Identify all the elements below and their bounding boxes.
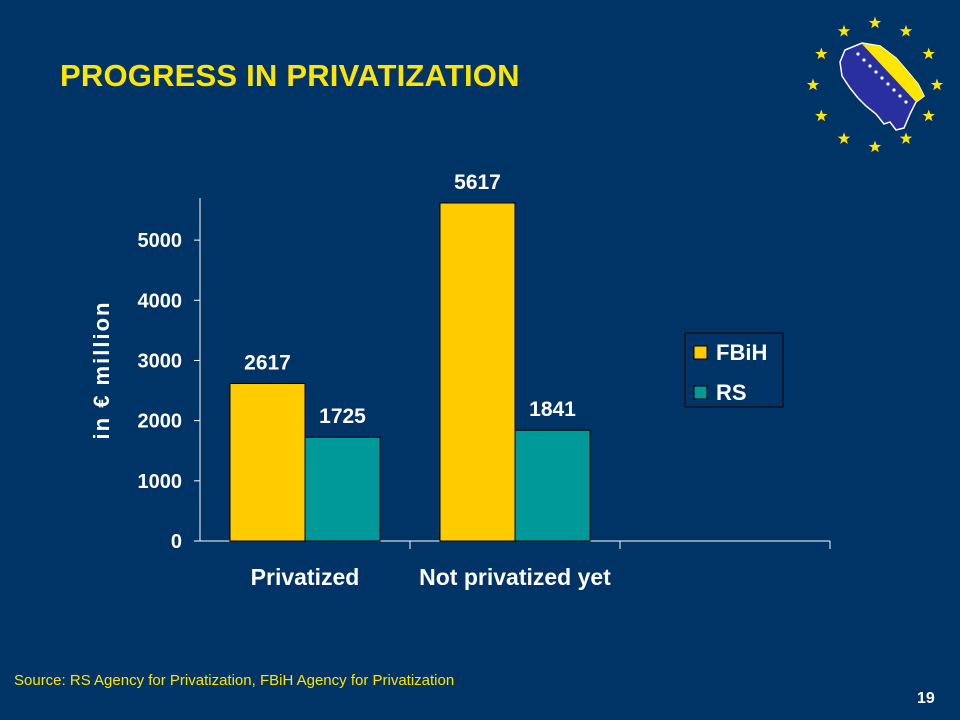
eu-star-icon [868,140,882,153]
eu-star-icon [806,78,820,91]
bar-value-label: 1841 [529,398,576,421]
y-tick-label: 3000 [138,350,183,372]
bosnia-flag-triangle [862,44,924,102]
eu-star-icon [868,16,882,29]
chart-labels: 2617 1725 Privatized 5617 1841 Not privatized… [244,171,611,590]
bar-rs [514,429,591,542]
eu-star-icon [815,109,828,122]
y-tick-label: 5000 [138,230,183,252]
legend-box [684,332,784,408]
page-number: 19 [917,690,935,707]
y-axis-title: in € million [89,301,114,440]
eu-stars-ring [806,16,944,153]
eu-star-icon [922,109,935,122]
bosnia-eu-logo [806,16,944,153]
flag-diagonal-stars [856,52,908,104]
chart-legend: FBiH RS [684,332,784,408]
bar-value-label: 1725 [319,405,366,428]
legend-swatch [693,345,708,360]
legend-label: RS [716,380,747,405]
bar-fbih [229,383,306,542]
eu-star-icon [899,132,913,144]
eu-star-icon [930,78,944,91]
y-tick-label: 4000 [138,290,183,312]
bar-rs [304,436,381,542]
y-tick-label: 1000 [138,471,183,493]
bar-value-label: 2617 [244,352,291,375]
eu-star-icon [899,24,913,37]
legend-label: FBiH [716,340,767,365]
slide-title: PROGRESS IN PRIVATIZATION [60,58,520,93]
y-tick-label: 0 [171,531,182,553]
bar-fbih [439,202,516,542]
bosnia-map-shape [839,42,925,131]
chart-bars [229,202,591,542]
x-category-label: Not privatized yet [419,564,611,590]
legend-swatch [693,385,708,400]
eu-star-icon [815,47,828,60]
source-note: Source: RS Agency for Privatization, FBi… [14,672,455,689]
x-category-label: Privatized [251,564,360,590]
y-tick-label: 2000 [138,411,183,433]
eu-star-icon [837,24,851,37]
bar-value-label: 5617 [454,171,501,194]
eu-star-icon [922,47,935,60]
eu-star-icon [837,132,851,144]
